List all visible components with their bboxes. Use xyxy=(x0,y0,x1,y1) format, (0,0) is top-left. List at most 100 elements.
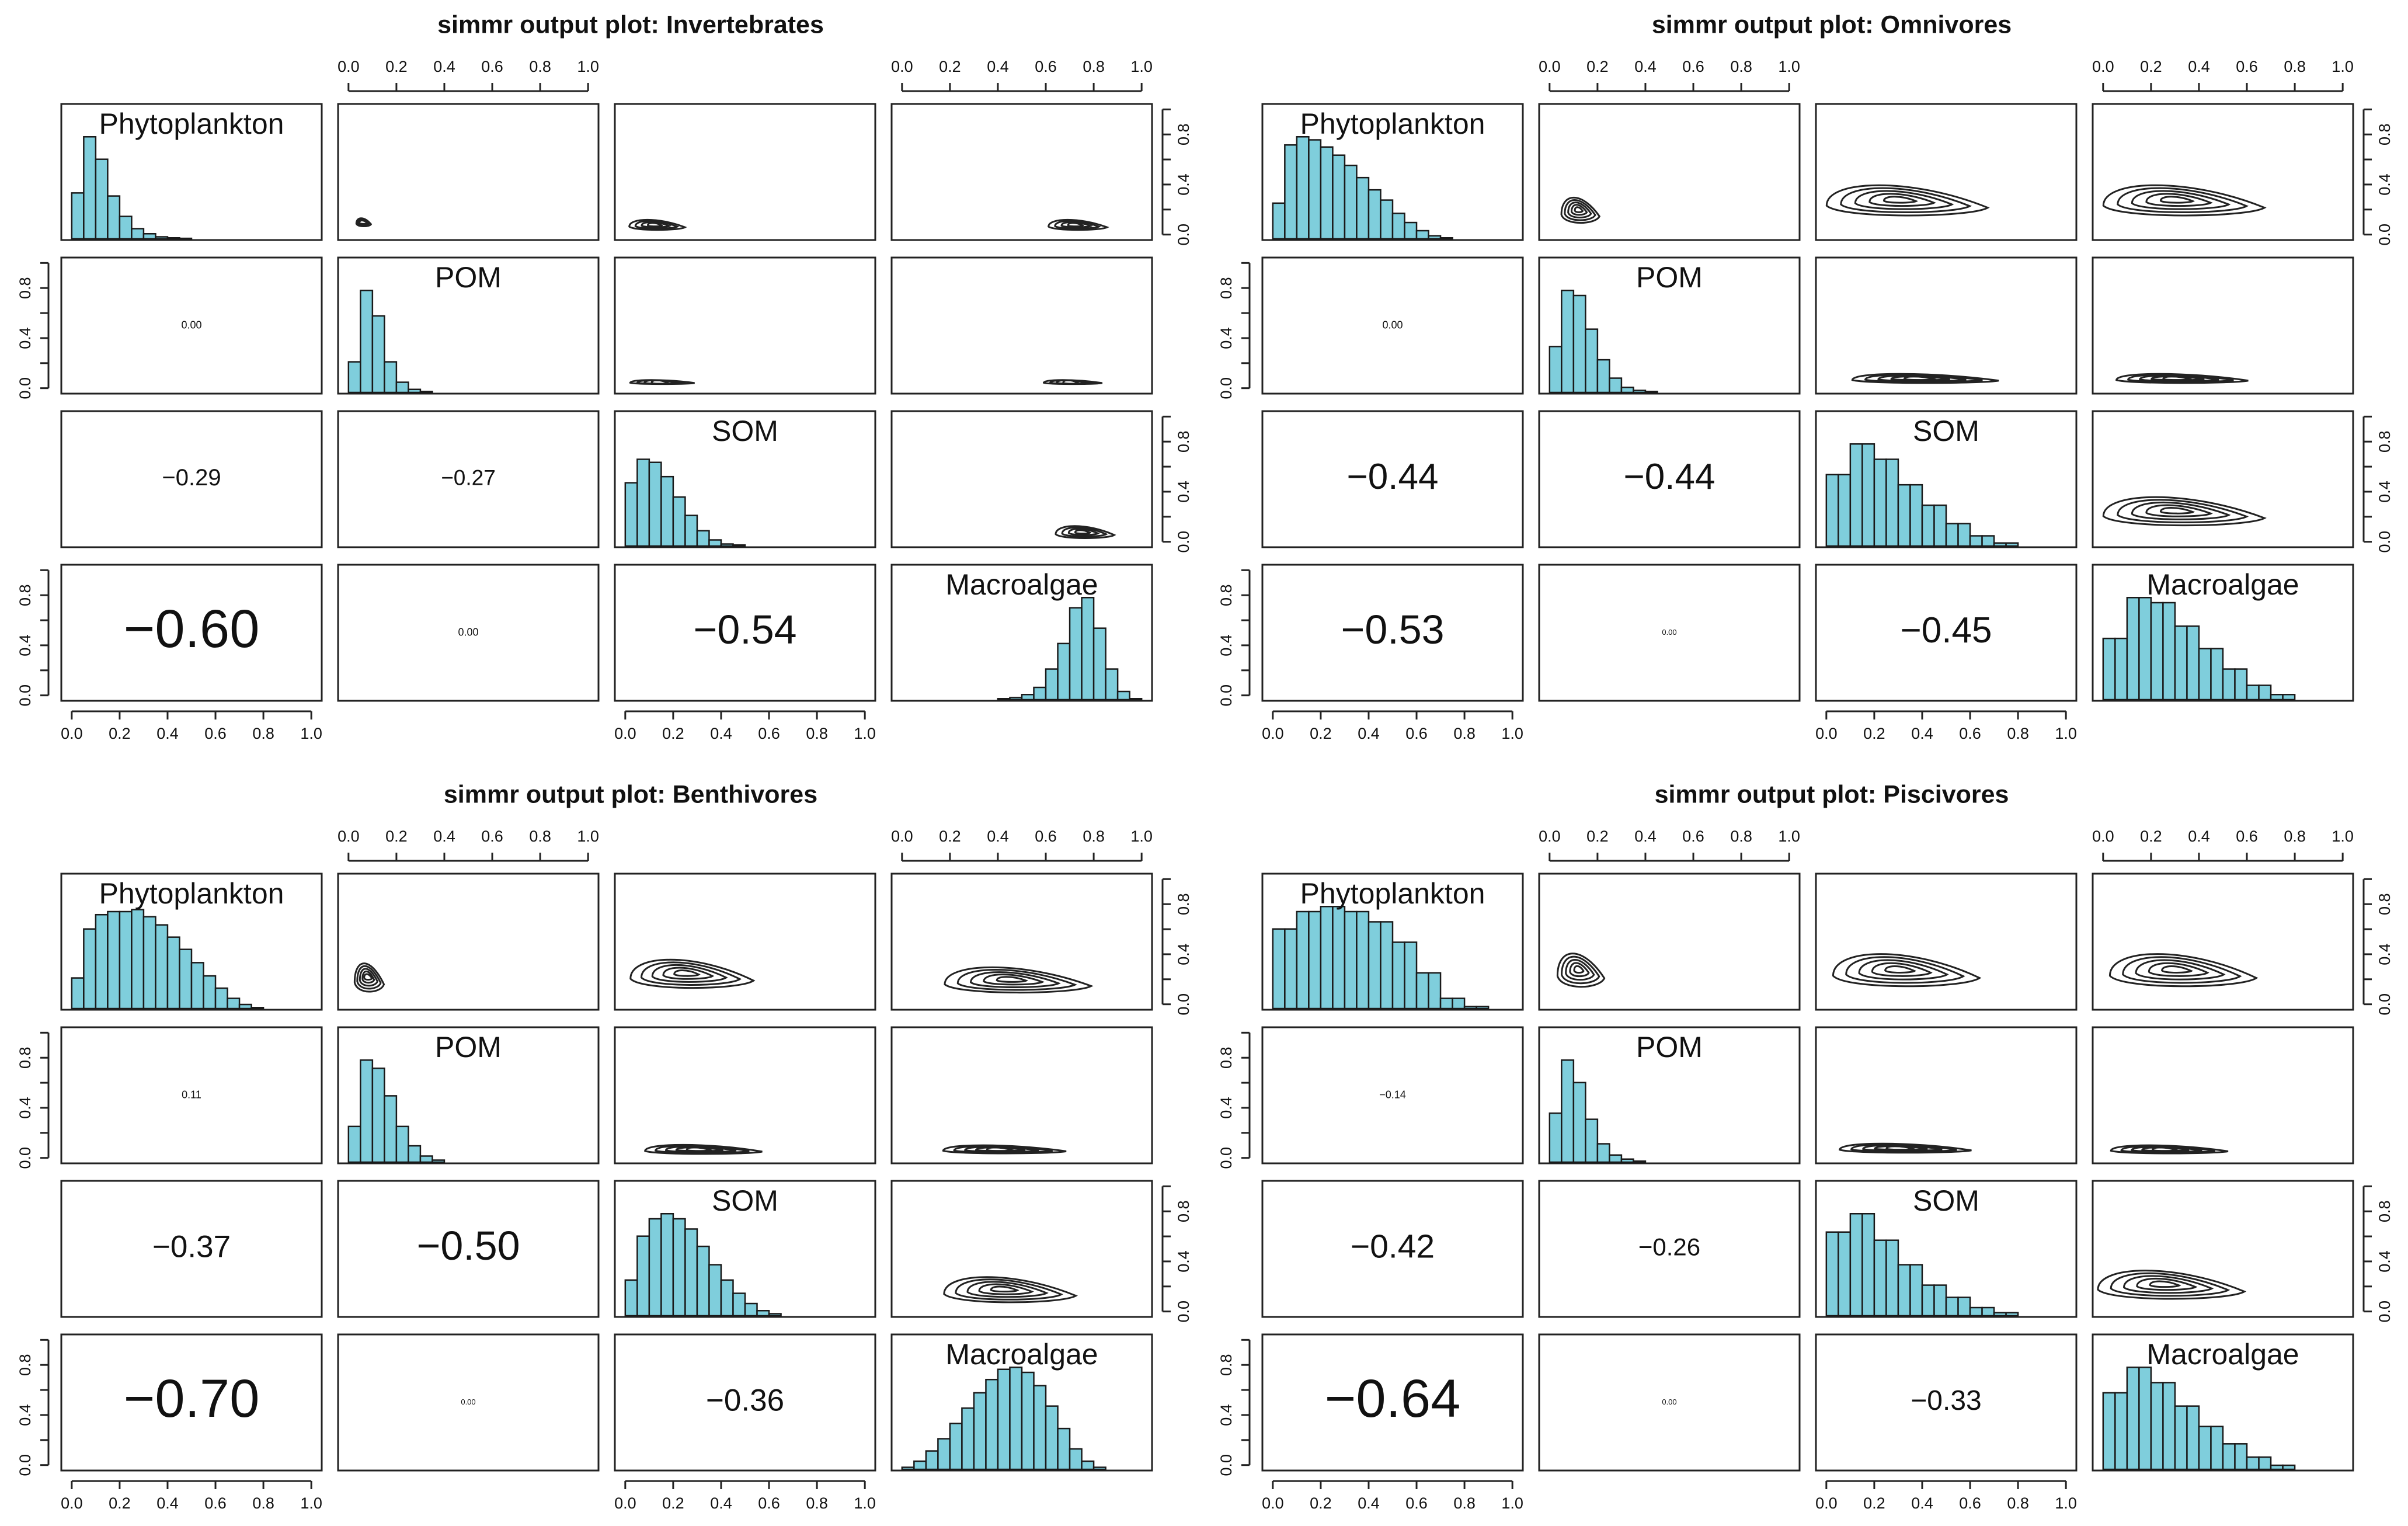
hist-bar xyxy=(1957,523,1971,547)
hist-bar xyxy=(1549,346,1563,394)
cell-frame xyxy=(2092,1180,2354,1318)
hist-bar xyxy=(1620,387,1634,394)
axis-tick-label: 0.4 xyxy=(16,634,34,656)
cell-r3-c1: −0.42 xyxy=(1261,1180,1524,1318)
bottom-axis-col3: 0.0 0.2 0.4 0.6 0.8 1.0 xyxy=(614,1480,876,1512)
cell-frame xyxy=(890,564,1153,702)
axis-tick-label: 0.4 xyxy=(987,58,1009,75)
axis-tick-label: 0.4 xyxy=(1358,1494,1380,1512)
variable-label: POM xyxy=(1636,1031,1703,1063)
hist-bar xyxy=(2246,684,2260,701)
hist-bar xyxy=(1585,1118,1599,1163)
contour-line xyxy=(629,379,695,385)
cell-r4-c2: 0.00 xyxy=(337,1333,600,1472)
hist-bar xyxy=(708,539,722,547)
contour-line xyxy=(955,1278,1063,1301)
axis-tick-label: 1.0 xyxy=(2055,1494,2077,1512)
hist-bar xyxy=(1873,1239,1887,1317)
correlation-value: 0.00 xyxy=(1662,628,1676,637)
axis-tick-label: 0.4 xyxy=(1175,943,1192,965)
axis-tick-label: 0.8 xyxy=(1175,123,1192,145)
correlation-value: −0.53 xyxy=(1341,607,1444,652)
cell-r4-c4: Macroalgae xyxy=(2092,564,2354,702)
hist-bar xyxy=(1296,136,1310,240)
axis-tick-label: 0.4 xyxy=(16,1404,34,1426)
cell-frame xyxy=(614,873,876,1011)
axis-tick-label: 0.4 xyxy=(987,828,1009,845)
hist-bar xyxy=(1380,199,1394,240)
hist-bar xyxy=(2234,1443,2248,1471)
left-axis-row4: 0.0 0.4 0.8 xyxy=(16,569,50,706)
hist-bar xyxy=(2138,597,2152,701)
hist-bar xyxy=(2210,1426,2224,1471)
cell-frame xyxy=(2092,103,2354,241)
hist-bar xyxy=(672,1218,686,1317)
variable-label: POM xyxy=(435,261,502,294)
contour-line xyxy=(640,961,742,986)
contour-line xyxy=(2120,1145,2215,1153)
contour-line xyxy=(644,1143,763,1155)
right-axis-row1: 0.0 0.4 0.8 xyxy=(2362,878,2393,1015)
contour-line xyxy=(651,964,728,983)
cell-r2-c2: POM xyxy=(337,1026,600,1165)
variable-label: POM xyxy=(435,1031,502,1063)
contour-line xyxy=(359,968,379,987)
hist-bar xyxy=(1415,972,1429,1010)
axis-tick-label: 0.4 xyxy=(156,1494,179,1512)
hist-bar xyxy=(71,977,85,1010)
axis-tick-label: 0.8 xyxy=(529,828,551,845)
cell-r1-c1: Phytoplankton xyxy=(1261,873,1524,1011)
hist-bar xyxy=(1909,1264,1923,1317)
axis-tick-label: 0.6 xyxy=(1959,1494,1981,1512)
hist-bar xyxy=(179,948,193,1010)
hist-bar xyxy=(131,909,145,1010)
hist-bar xyxy=(1021,694,1035,701)
cell-frame xyxy=(890,1026,1153,1165)
contour-line xyxy=(1890,376,1950,381)
hist-bar xyxy=(2258,684,2272,701)
hist-bar xyxy=(1596,359,1610,394)
hist-bar xyxy=(395,381,409,394)
hist-bar xyxy=(636,458,650,547)
contour-line xyxy=(2115,373,2249,384)
variable-label: SOM xyxy=(712,1184,778,1217)
hist-bar xyxy=(2270,1464,2284,1471)
cell-frame xyxy=(337,410,600,548)
cell-r3-c3: SOM xyxy=(614,410,876,548)
right-axis-row1: 0.0 0.4 0.8 xyxy=(1161,108,1192,245)
cell-r1-c3 xyxy=(614,873,876,1011)
axis-tick-label: 0.8 xyxy=(1083,58,1105,75)
top-axis-col2: 0.0 0.2 0.4 0.6 0.8 1.0 xyxy=(337,828,599,862)
hist-bar xyxy=(419,1155,433,1163)
hist-bar xyxy=(1644,391,1658,394)
contour-line xyxy=(361,970,375,984)
hist-bar xyxy=(166,936,180,1010)
correlation-value: −0.14 xyxy=(1379,1089,1406,1100)
hist-bar xyxy=(1009,697,1023,701)
contour-line xyxy=(1574,206,1584,213)
cell-frame xyxy=(1815,873,2078,1011)
axis-tick-label: 0.6 xyxy=(1405,725,1428,742)
cell-frame xyxy=(60,1333,323,1472)
hist-bar xyxy=(1284,144,1298,240)
hist-bar xyxy=(419,391,433,394)
axis-tick-label: 0.4 xyxy=(1175,173,1192,196)
hist-bar xyxy=(624,1279,638,1317)
contour-line xyxy=(983,974,1045,986)
top-axis-col4: 0.0 0.2 0.4 0.6 0.8 1.0 xyxy=(2092,58,2354,92)
hist-bar xyxy=(1561,1059,1575,1163)
cell-r1-c3 xyxy=(1815,873,2078,1011)
left-axis-row4: 0.0 0.4 0.8 xyxy=(1217,569,1251,706)
axis-tick-label: 0.8 xyxy=(16,1354,34,1376)
hist-bar xyxy=(2198,1426,2212,1471)
correlation-value: 0.00 xyxy=(1662,1398,1676,1406)
cell-frame xyxy=(337,564,600,702)
axis-tick-label: 0.0 xyxy=(2376,531,2393,553)
hist-bar xyxy=(1838,474,1852,547)
correlation-value: −0.42 xyxy=(1351,1228,1435,1266)
hist-bar xyxy=(155,236,169,240)
cell-r3-c4 xyxy=(890,1180,1153,1318)
hist-bar xyxy=(744,1302,758,1317)
axis-tick-label: 0.8 xyxy=(806,1494,828,1512)
cell-r3-c3: SOM xyxy=(1815,1180,2078,1318)
